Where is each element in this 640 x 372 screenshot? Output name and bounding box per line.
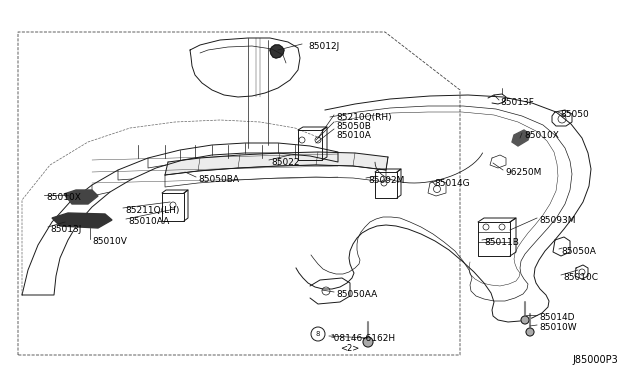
Text: 85050A: 85050A xyxy=(561,247,596,256)
Text: 85010X: 85010X xyxy=(46,193,81,202)
Circle shape xyxy=(521,316,529,324)
Text: 85211Q(LH): 85211Q(LH) xyxy=(125,206,179,215)
Polygon shape xyxy=(270,45,284,58)
Text: 85013J: 85013J xyxy=(50,225,81,234)
Text: 85050B: 85050B xyxy=(336,122,371,131)
Text: 85013F: 85013F xyxy=(500,98,534,107)
Text: 85014D: 85014D xyxy=(539,313,575,322)
Circle shape xyxy=(526,328,534,336)
Polygon shape xyxy=(165,152,388,175)
Text: J85000P3: J85000P3 xyxy=(572,355,618,365)
Text: 85011B: 85011B xyxy=(484,238,519,247)
Text: 85010W: 85010W xyxy=(539,323,577,332)
Text: 85010X: 85010X xyxy=(524,131,559,140)
Text: 85050AA: 85050AA xyxy=(336,290,377,299)
Circle shape xyxy=(363,337,373,347)
Text: 85092M: 85092M xyxy=(368,176,404,185)
Text: <2>: <2> xyxy=(340,344,359,353)
Polygon shape xyxy=(64,190,98,204)
Text: 8: 8 xyxy=(316,331,320,337)
Text: 96250M: 96250M xyxy=(505,168,541,177)
Text: 85210Q(RH): 85210Q(RH) xyxy=(336,113,392,122)
Text: 85010AA: 85010AA xyxy=(128,217,169,226)
Text: 85022: 85022 xyxy=(271,158,300,167)
Text: 85050BA: 85050BA xyxy=(198,175,239,184)
Polygon shape xyxy=(512,130,530,146)
Text: 85050: 85050 xyxy=(560,110,589,119)
Text: 85010A: 85010A xyxy=(336,131,371,140)
Text: 85010V: 85010V xyxy=(92,237,127,246)
Text: 85010C: 85010C xyxy=(563,273,598,282)
Text: 85014G: 85014G xyxy=(434,179,470,188)
Polygon shape xyxy=(52,213,112,228)
Text: ³08146-6162H: ³08146-6162H xyxy=(331,334,396,343)
Text: 85093M: 85093M xyxy=(539,216,575,225)
Text: 85012J: 85012J xyxy=(308,42,339,51)
